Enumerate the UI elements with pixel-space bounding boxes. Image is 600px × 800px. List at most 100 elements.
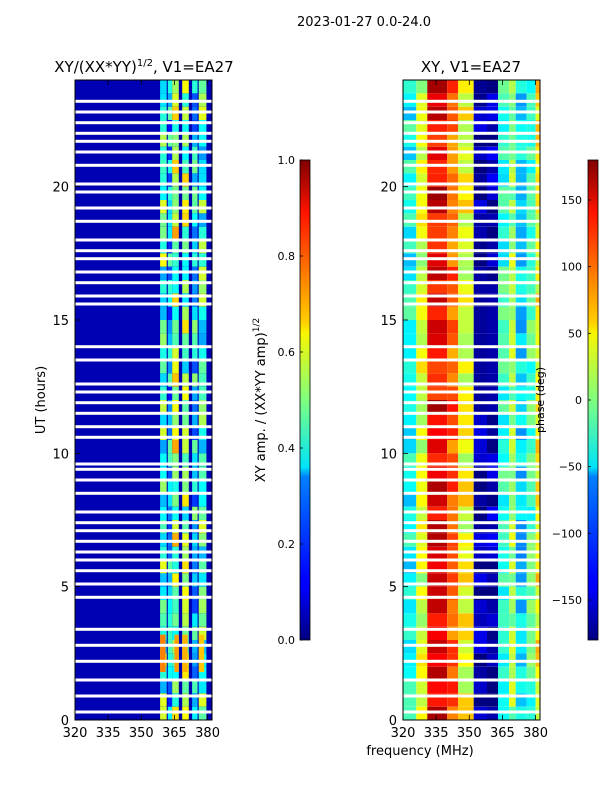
flagged-row (403, 643, 540, 647)
heat-cell (526, 560, 536, 574)
heat-cell (447, 573, 459, 587)
heat-cell (416, 453, 428, 467)
heat-cell (447, 293, 459, 307)
flagged-row (403, 390, 540, 394)
heat-cell (160, 120, 167, 134)
heat-cell (160, 400, 167, 414)
flagged-row (75, 595, 212, 599)
heat-cell (498, 413, 509, 427)
heat-cell (167, 586, 173, 600)
heat-cell (172, 320, 179, 334)
heat-cell (535, 173, 540, 187)
heat-cell (447, 666, 459, 680)
flagged-row (75, 121, 212, 125)
colorbar-tick-label: −50 (559, 461, 582, 474)
heat-cell (473, 666, 487, 680)
heat-cell (167, 493, 173, 507)
heat-cell (160, 80, 167, 94)
heat-cell (416, 666, 428, 680)
flagged-row (75, 139, 212, 143)
heat-cell (515, 480, 527, 494)
heat-cell (427, 360, 448, 374)
heat-cell (182, 560, 189, 574)
heat-cell (172, 80, 179, 94)
flagged-row (403, 270, 540, 274)
heat-cell (535, 293, 540, 307)
heat-cell (198, 413, 207, 427)
flagged-row (403, 678, 540, 682)
flagged-row (75, 190, 212, 194)
heat-cell (160, 440, 167, 454)
flagged-row (75, 678, 212, 682)
heat-cell (509, 493, 516, 507)
heat-cell (458, 80, 474, 94)
heat-cell (487, 360, 498, 374)
heat-cell (498, 320, 509, 334)
heat-cell (509, 373, 516, 387)
y-tick-label: 5 (61, 581, 69, 596)
heat-cell (172, 333, 179, 347)
heat-cell (447, 693, 459, 707)
heat-cell (167, 320, 173, 334)
heat-cell (192, 413, 198, 427)
heat-cell (192, 613, 198, 627)
heat-cell (473, 680, 487, 694)
heat-cell (509, 693, 516, 707)
flagged-row (75, 249, 212, 253)
heat-cell (182, 173, 189, 187)
heat-cell (167, 293, 173, 307)
heat-cell (182, 440, 189, 454)
heat-cell (172, 293, 179, 307)
heat-cell (198, 173, 207, 187)
phase-frame (402, 79, 541, 721)
heat-cell (182, 453, 189, 467)
heat-cell (498, 560, 509, 574)
heat-cell (192, 306, 198, 320)
heat-cell (403, 666, 417, 680)
heat-cell (535, 560, 540, 574)
flagged-row (403, 510, 540, 514)
heat-cell (509, 466, 516, 480)
flagged-row (75, 411, 212, 415)
heat-cell (473, 360, 487, 374)
heat-cell (447, 346, 459, 360)
phase-colorbar: −150 −100 −50 0 50 100 150 phase (deg) (534, 159, 599, 641)
heat-cell (198, 453, 207, 467)
flagged-row (403, 569, 540, 573)
heat-cell (182, 280, 189, 294)
heat-cell (473, 320, 487, 334)
heat-cell (198, 560, 207, 574)
flagged-row (403, 550, 540, 554)
heat-cell (498, 466, 509, 480)
heat-cell (487, 573, 498, 587)
heat-cell (447, 613, 459, 627)
heat-cell (458, 320, 474, 334)
heat-cell (498, 306, 509, 320)
heat-cell (447, 586, 459, 600)
heat-cell (498, 226, 509, 240)
heat-cell (487, 120, 498, 134)
heat-cell (182, 626, 189, 640)
heat-cell (487, 466, 498, 480)
heat-cell (427, 480, 448, 494)
heat-cell (182, 240, 189, 254)
heat-cell (447, 400, 459, 414)
y-tick-label: 5 (389, 581, 397, 596)
heat-cell (172, 280, 179, 294)
heat-cell (416, 240, 428, 254)
heat-cell (509, 346, 516, 360)
heat-cell (198, 373, 207, 387)
flagged-row (403, 257, 540, 261)
heat-cell (182, 480, 189, 494)
heat-cell (403, 80, 417, 94)
heat-cell (192, 666, 198, 680)
heat-cell (509, 613, 516, 627)
heat-cell (182, 320, 189, 334)
heat-cell (160, 413, 167, 427)
amplitude-ratio-y-axis: 0 5 10 15 20 (52, 181, 80, 729)
heat-cell (447, 466, 459, 480)
heat-cell (498, 480, 509, 494)
colorbar-tick-label: 0.4 (278, 442, 296, 455)
heat-cell (515, 560, 527, 574)
heat-cell (172, 306, 179, 320)
